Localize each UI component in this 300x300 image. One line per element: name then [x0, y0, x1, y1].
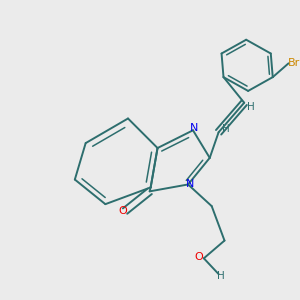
Text: N: N [186, 179, 194, 190]
Text: N: N [190, 123, 198, 133]
Text: O: O [194, 252, 203, 262]
Text: H: H [247, 102, 255, 112]
Text: H: H [217, 271, 224, 281]
Text: Br: Br [288, 58, 300, 68]
Text: O: O [119, 206, 128, 216]
Text: H: H [222, 124, 230, 134]
